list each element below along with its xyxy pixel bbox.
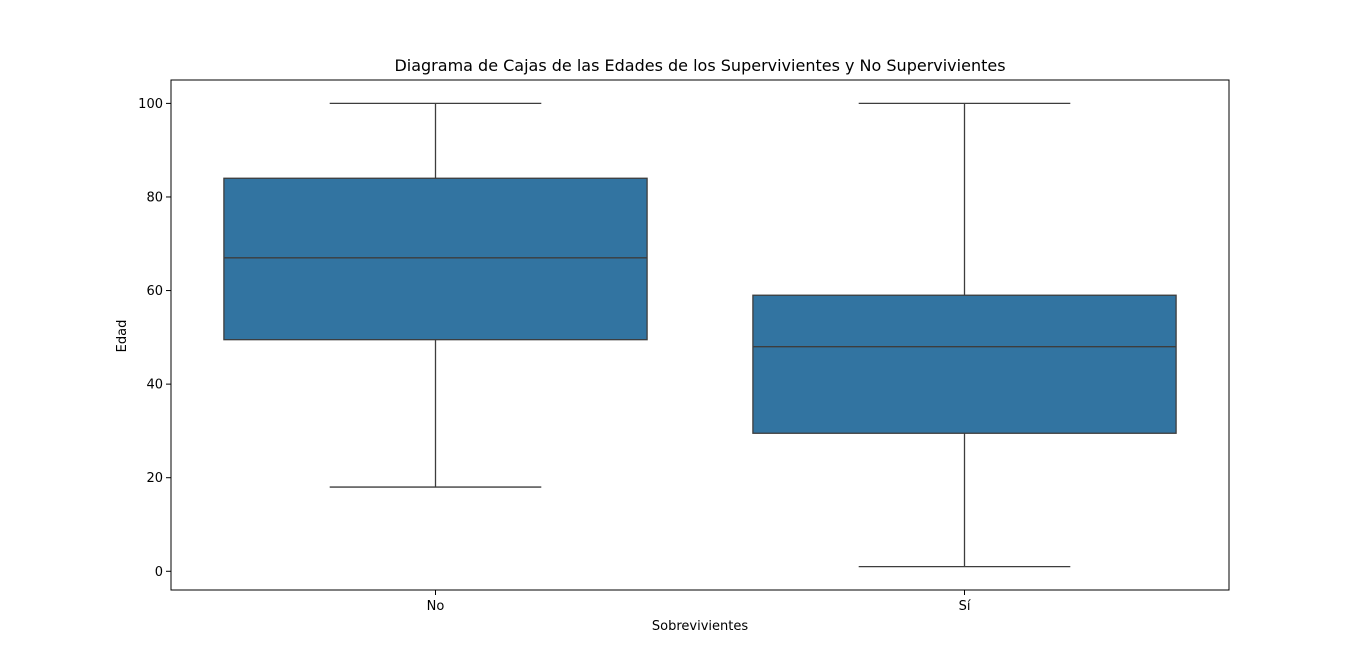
y-tick-label: 100 xyxy=(138,97,163,112)
x-tick-label: Sí xyxy=(959,599,971,614)
y-axis: 0 20 40 60 80 100 xyxy=(138,97,171,580)
x-tick-label: No xyxy=(427,599,445,614)
y-tick-label: 40 xyxy=(146,378,163,393)
iqr-box xyxy=(223,177,648,341)
box-group-0 xyxy=(223,102,648,488)
iqr-box xyxy=(752,294,1177,434)
x-axis: No Sí xyxy=(427,590,971,614)
y-tick-label: 80 xyxy=(146,190,163,205)
y-tick-label: 20 xyxy=(146,471,163,486)
y-axis-label: Edad xyxy=(115,320,130,353)
y-tick-label: 60 xyxy=(146,284,163,299)
axes-frame xyxy=(170,79,1230,591)
plot-area xyxy=(223,102,1177,568)
box-group-1 xyxy=(752,102,1177,568)
y-tick-label: 0 xyxy=(155,565,163,580)
x-axis-label: Sobrevivientes xyxy=(652,619,748,634)
chart-title: Diagrama de Cajas de las Edades de los S… xyxy=(394,56,1005,75)
